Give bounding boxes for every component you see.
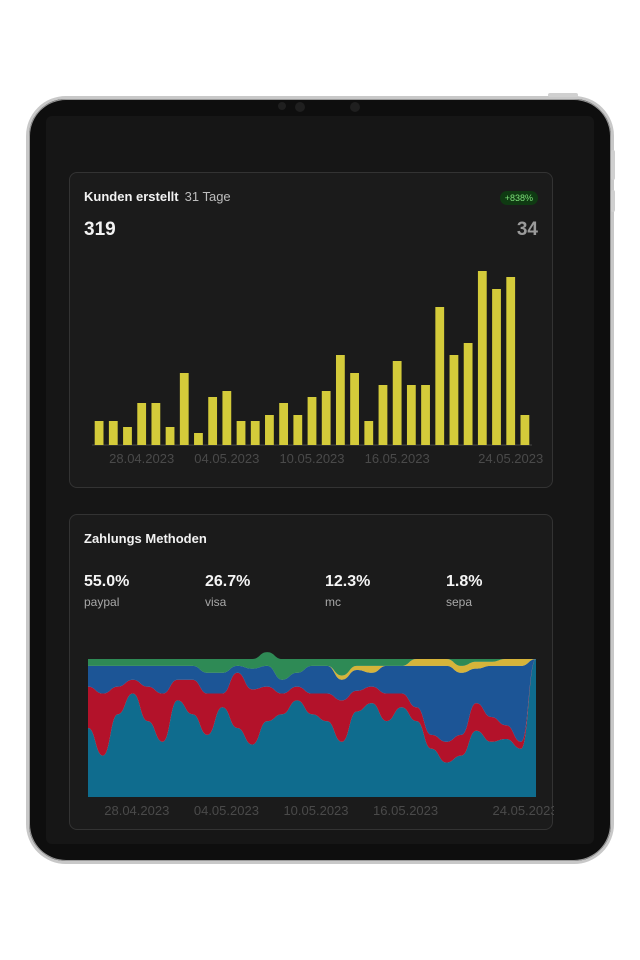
tablet-side-button xyxy=(611,150,615,180)
bar[interactable] xyxy=(208,397,218,445)
bar[interactable] xyxy=(94,421,104,445)
stat-label: visa xyxy=(205,595,227,609)
x-tick-label: 16.05.2023 xyxy=(365,451,430,466)
stat-label: mc xyxy=(325,595,341,609)
stat-value: 55.0% xyxy=(84,573,130,590)
bar[interactable] xyxy=(250,421,260,445)
stat-value: 12.3% xyxy=(325,573,371,590)
x-tick-label: 10.05.2023 xyxy=(283,803,348,818)
bar[interactable] xyxy=(492,289,501,445)
stat-label: paypal xyxy=(84,595,120,609)
area-sepa xyxy=(88,659,536,680)
x-tick-label: 10.05.2023 xyxy=(279,451,344,466)
card-title: Zahlungs Methoden xyxy=(84,531,207,546)
stat-mc: 12.3% mc xyxy=(325,573,370,609)
customers-bar-chart: 28.04.2023 04.05.2023 10.05.2023 16.05.2023… xyxy=(92,271,543,466)
bar[interactable] xyxy=(151,403,161,445)
x-tick-label: 24.05.2023 xyxy=(478,451,543,466)
camera-icon xyxy=(278,102,286,110)
bar[interactable] xyxy=(321,391,331,445)
x-tick-label: 16.05.2023 xyxy=(373,803,438,818)
camera-icon xyxy=(295,102,305,112)
x-tick-label: 28.04.2023 xyxy=(109,451,174,466)
stat-sepa: 1.8% sepa xyxy=(446,573,482,609)
tablet-top-button xyxy=(548,93,578,97)
area-paypal xyxy=(88,659,536,797)
bar[interactable] xyxy=(293,415,303,445)
bar[interactable] xyxy=(392,361,402,445)
bar[interactable] xyxy=(179,373,189,445)
card-subtitle: 31 Tage xyxy=(184,189,231,204)
bar[interactable] xyxy=(108,421,118,445)
bar[interactable] xyxy=(236,421,246,445)
stat-visa: 26.7% visa xyxy=(205,573,250,609)
bar[interactable] xyxy=(477,271,487,445)
x-tick-label: 04.05.2023 xyxy=(194,803,259,818)
x-tick-label: 04.05.2023 xyxy=(194,451,259,466)
payment-methods-card: Zahlungs Methoden 55.0% paypal 26.7% vis… xyxy=(69,514,554,830)
latest-count: 34 xyxy=(516,219,538,240)
bar[interactable] xyxy=(506,277,516,445)
customers-created-card: Kunden erstellt 31 Tage +838% 319 34 28.0… xyxy=(69,172,553,488)
tablet-side-button xyxy=(611,190,615,212)
bar[interactable] xyxy=(279,403,289,445)
bar[interactable] xyxy=(449,355,459,445)
bar[interactable] xyxy=(350,373,359,445)
stat-paypal: 55.0% paypal xyxy=(84,573,129,609)
bar[interactable] xyxy=(137,403,147,445)
bar[interactable] xyxy=(165,427,175,445)
x-tick-label: 24.05.2023 xyxy=(493,803,554,818)
bar[interactable] xyxy=(265,415,274,445)
stat-label: sepa xyxy=(446,595,473,609)
area-visa xyxy=(88,659,536,763)
stat-value: 1.8% xyxy=(446,573,483,590)
bar[interactable] xyxy=(520,415,530,445)
payment-area-chart: 28.04.2023 04.05.2023 10.05.2023 16.05.2023… xyxy=(88,652,554,818)
bar[interactable] xyxy=(463,343,473,445)
bar[interactable] xyxy=(194,433,203,445)
area-mc xyxy=(88,659,536,742)
bar[interactable] xyxy=(364,421,374,445)
total-count: 319 xyxy=(84,219,116,240)
x-tick-label: 28.04.2023 xyxy=(104,803,169,818)
card-title: Kunden erstellt 31 Tage xyxy=(84,189,231,204)
bar[interactable] xyxy=(406,385,416,445)
bar[interactable] xyxy=(222,391,232,445)
bar[interactable] xyxy=(435,307,445,445)
bar[interactable] xyxy=(335,355,345,445)
stat-value: 26.7% xyxy=(205,573,251,590)
payment-stats: 55.0% paypal 26.7% visa 12.3% mc 1.8% se… xyxy=(84,573,544,623)
bar[interactable] xyxy=(307,397,317,445)
bar[interactable] xyxy=(421,385,430,445)
bar[interactable] xyxy=(123,427,132,445)
bar[interactable] xyxy=(378,385,388,445)
growth-badge: +838% xyxy=(499,191,538,205)
camera-icon xyxy=(350,102,360,112)
